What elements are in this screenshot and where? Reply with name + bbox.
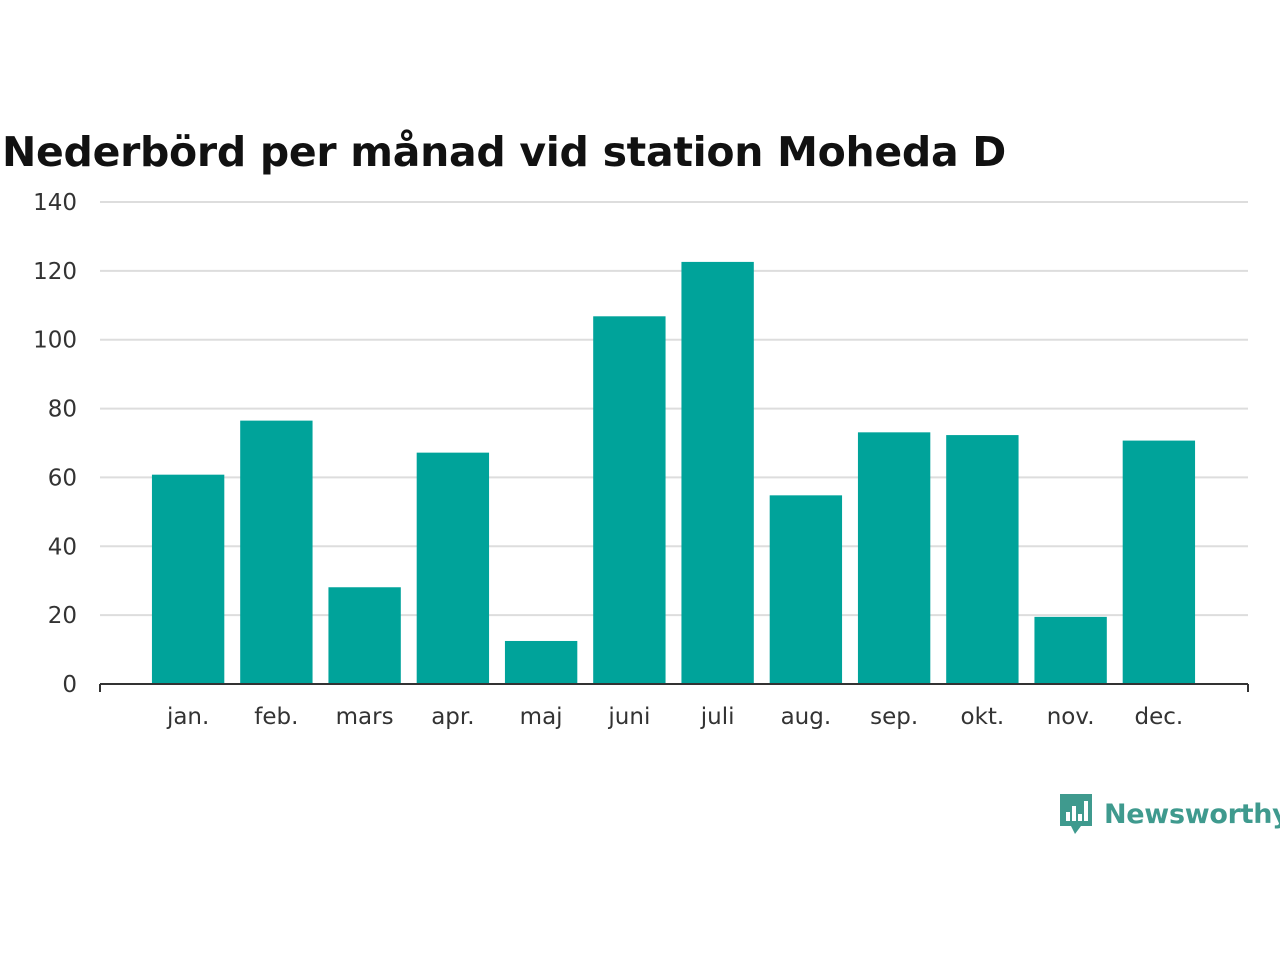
bar bbox=[1034, 616, 1107, 684]
chart-title: Nederbörd per månad vid station Moheda D bbox=[2, 128, 1007, 176]
bar bbox=[946, 435, 1019, 684]
bar bbox=[681, 261, 754, 684]
y-tick-label: 20 bbox=[48, 603, 77, 629]
y-tick-label: 40 bbox=[48, 534, 77, 560]
x-tick-label: feb. bbox=[254, 704, 298, 730]
bar bbox=[504, 640, 578, 684]
x-tick-label: okt. bbox=[961, 704, 1005, 730]
newsworthy-logo-icon bbox=[1060, 794, 1092, 834]
y-tick-label: 100 bbox=[33, 328, 77, 354]
y-tick-label: 120 bbox=[33, 259, 77, 285]
brand-name: Newsworthy bbox=[1104, 798, 1280, 830]
x-tick-label: nov. bbox=[1047, 704, 1095, 730]
x-tick-label: aug. bbox=[781, 704, 832, 730]
bar bbox=[328, 587, 401, 684]
x-tick-label: juni bbox=[607, 704, 650, 730]
bar bbox=[857, 432, 931, 684]
brand-logo: Newsworthy bbox=[1058, 792, 1280, 836]
x-axis-ticks: jan. feb. mars apr. maj juni juli aug. sep. okt. n… bbox=[166, 704, 1183, 730]
x-tick-label: maj bbox=[520, 704, 563, 730]
bars bbox=[151, 261, 1196, 684]
x-tick-label: dec. bbox=[1135, 704, 1184, 730]
x-axis bbox=[99, 683, 1249, 692]
y-tick-label: 140 bbox=[33, 190, 77, 216]
bar bbox=[593, 316, 666, 684]
x-tick-label: mars bbox=[336, 704, 394, 730]
y-tick-label: 60 bbox=[48, 465, 77, 491]
y-tick-label: 0 bbox=[62, 672, 77, 698]
x-tick-label: jan. bbox=[166, 704, 209, 730]
x-tick-label: apr. bbox=[431, 704, 474, 730]
x-tick-label: sep. bbox=[870, 704, 918, 730]
x-tick-label: juli bbox=[700, 704, 735, 730]
bar bbox=[769, 495, 843, 684]
bar bbox=[1122, 440, 1196, 684]
y-axis-ticks: 0 20 40 60 80 100 120 140 bbox=[33, 190, 77, 698]
bar bbox=[151, 474, 225, 684]
y-tick-label: 80 bbox=[48, 397, 77, 423]
bar bbox=[416, 452, 490, 684]
bar bbox=[240, 420, 313, 684]
